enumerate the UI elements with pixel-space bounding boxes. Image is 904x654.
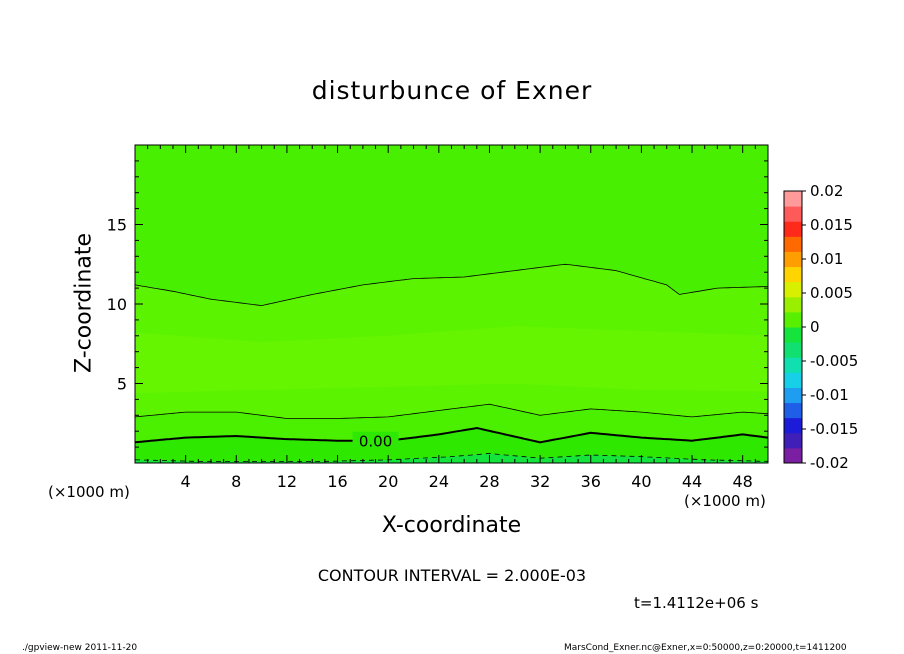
colorbar-swatch bbox=[784, 251, 802, 268]
x-tick-label: 28 bbox=[479, 472, 499, 491]
time-label: t=1.4112e+06 s bbox=[634, 594, 759, 612]
colorbar-label: 0.015 bbox=[810, 216, 853, 234]
x-tick-label: 20 bbox=[378, 472, 398, 491]
colorbar-label: -0.02 bbox=[810, 454, 849, 472]
band-0.002 bbox=[135, 404, 768, 443]
colorbar-swatch bbox=[784, 357, 802, 373]
x-tick-label: 24 bbox=[429, 472, 449, 491]
colorbar-swatch bbox=[784, 447, 802, 464]
contour-line-0.004 bbox=[135, 263, 768, 307]
colorbar-swatch bbox=[784, 236, 802, 252]
footer-right: MarsCond_Exner.nc@Exner,x=0:50000,z=0:20… bbox=[564, 643, 847, 653]
x-tick-label: 40 bbox=[631, 472, 651, 491]
colorbar-swatch bbox=[784, 327, 802, 343]
x-tick-label: 16 bbox=[327, 472, 347, 491]
x-axis-label: X-coordinate bbox=[381, 513, 522, 538]
contour-line--0.002 bbox=[135, 453, 768, 462]
colorbar-swatch bbox=[784, 417, 802, 434]
contour-label: 0.00 bbox=[359, 433, 392, 451]
y-tick-label: 15 bbox=[107, 216, 127, 235]
colorbar-swatch bbox=[784, 206, 802, 222]
colorbar-swatch bbox=[784, 387, 802, 404]
colorbar-swatch bbox=[784, 191, 802, 207]
x-tick-label: 8 bbox=[231, 472, 241, 491]
colorbar-swatch bbox=[784, 402, 802, 419]
colorbar-swatch bbox=[784, 342, 802, 358]
colorbar-label: -0.015 bbox=[810, 420, 858, 438]
y-axis-unit-label: (×1000 m) bbox=[48, 483, 130, 501]
colorbar-label: 0 bbox=[810, 318, 820, 336]
band-upper bbox=[135, 145, 768, 306]
contour-interval-label: CONTOUR INTERVAL = 2.000E-03 bbox=[317, 566, 587, 585]
colorbar-swatch bbox=[784, 311, 802, 328]
colorbar-swatch bbox=[784, 296, 802, 313]
y-tick-label: 10 bbox=[107, 295, 127, 314]
colorbar-label: 0.02 bbox=[810, 182, 843, 200]
contour-line-0.00 bbox=[135, 426, 768, 444]
y-tick-label: 5 bbox=[117, 375, 127, 394]
colorbar-label: 0.01 bbox=[810, 250, 843, 268]
contour-line-0.002 bbox=[135, 403, 768, 419]
colorbar-swatch bbox=[784, 266, 802, 283]
colorbar-swatch bbox=[784, 281, 802, 298]
x-tick-label: 32 bbox=[530, 472, 550, 491]
footer-left: ./gpview-new 2011-11-20 bbox=[22, 643, 138, 653]
x-axis-unit-label: (×1000 m) bbox=[684, 492, 766, 510]
colorbar-swatch bbox=[784, 432, 802, 449]
x-tick-label: 36 bbox=[581, 472, 601, 491]
x-tick-label: 4 bbox=[181, 472, 191, 491]
colorbar-label: 0.005 bbox=[810, 284, 853, 302]
x-tick-label: 48 bbox=[733, 472, 753, 491]
contour-label-bg bbox=[352, 431, 399, 448]
x-tick-label: 44 bbox=[682, 472, 702, 491]
colorbar-swatch bbox=[784, 372, 802, 388]
chart-title: disturbunce of Exner bbox=[311, 76, 593, 105]
colorbar-swatch bbox=[784, 221, 802, 237]
band-0.005 bbox=[135, 326, 768, 393]
colorbar-label: -0.005 bbox=[810, 352, 858, 370]
x-tick-label: 12 bbox=[277, 472, 297, 491]
colorbar-label: -0.01 bbox=[810, 386, 849, 404]
band-below-zero bbox=[135, 453, 768, 463]
band-0.001 bbox=[135, 428, 768, 462]
